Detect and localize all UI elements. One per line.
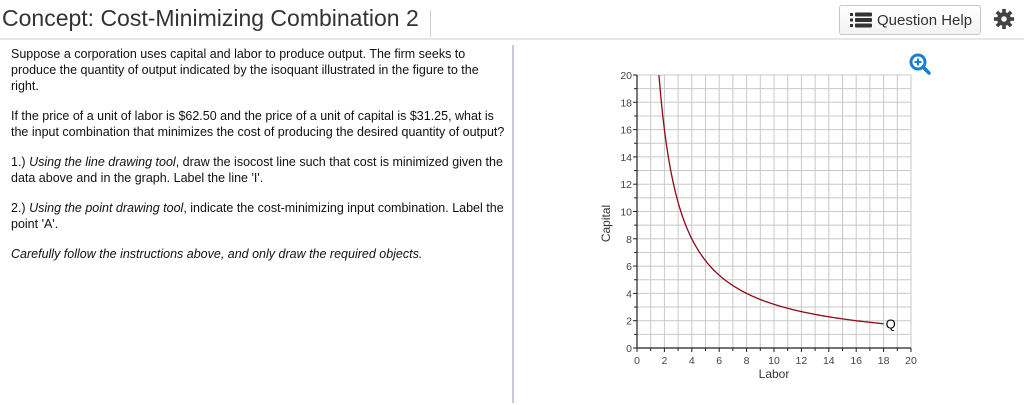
x-tick-label: 18 [878, 355, 890, 367]
y-tick-label: 18 [620, 97, 632, 109]
isoquant-graph[interactable]: 0 2 4 6 8 10 12 14 16 18 20 0 2 4 6 8 10 12 14 16 18 20 Q Lab… [590, 60, 930, 390]
y-tick-label: 0 [626, 343, 632, 355]
x-tick-label: 2 [661, 355, 667, 367]
question-help-label: Question Help [877, 11, 973, 29]
y-tick-label: 2 [626, 316, 632, 328]
y-tick-label: 10 [620, 207, 632, 219]
instruction-step-1: 1.) Using the line drawing tool, draw th… [11, 155, 503, 185]
y-tick-label: 6 [626, 261, 632, 273]
y-tick-label: 20 [620, 70, 632, 82]
x-tick-label: 8 [744, 355, 750, 367]
x-tick-label: 0 [634, 355, 640, 367]
y-axis-label: Capital [599, 205, 613, 242]
point-tool-reference: Using the point drawing tool [29, 201, 184, 215]
y-tick-label: 16 [620, 125, 632, 137]
y-tick-label: 8 [626, 234, 632, 246]
axis-ticks: 0 2 4 6 8 10 12 14 16 18 20 0 2 4 6 8 10 12 14 16 18 20 [620, 70, 917, 367]
instruction-note: Carefully follow the instructions above,… [11, 247, 423, 261]
header: Concept: Cost-Minimizing Combination 2 Q… [0, 0, 1024, 40]
gear-icon[interactable] [993, 8, 1015, 30]
isoquant-label: Q [886, 317, 896, 332]
panel-divider[interactable] [512, 45, 514, 403]
x-tick-label: 16 [850, 355, 862, 367]
question-paragraph-1: Suppose a corporation uses capital and l… [11, 47, 479, 93]
y-tick-label: 4 [626, 288, 632, 300]
x-tick-label: 6 [716, 355, 722, 367]
instruction-step-2: 2.) Using the point drawing tool, indica… [11, 201, 504, 231]
list-icon [850, 12, 872, 28]
y-tick-label: 12 [620, 179, 632, 191]
question-help-button[interactable]: Question Help [839, 5, 981, 35]
line-tool-reference: Using the line drawing tool [29, 155, 176, 169]
x-tick-label: 10 [768, 355, 780, 367]
x-tick-label: 14 [823, 355, 835, 367]
zoom-in-icon[interactable] [908, 52, 932, 76]
graph-grid [637, 74, 912, 348]
title-divider [430, 10, 431, 37]
x-tick-label: 20 [905, 355, 917, 367]
question-text: Suppose a corporation uses capital and l… [11, 46, 506, 276]
x-axis-label: Labor [759, 367, 790, 381]
x-tick-label: 12 [796, 355, 808, 367]
y-tick-label: 14 [620, 152, 632, 164]
x-tick-label: 4 [689, 355, 695, 367]
question-paragraph-2: If the price of a unit of labor is $62.5… [11, 109, 505, 139]
page-title: Concept: Cost-Minimizing Combination 2 [2, 5, 419, 31]
isoquant-curve [658, 74, 884, 325]
